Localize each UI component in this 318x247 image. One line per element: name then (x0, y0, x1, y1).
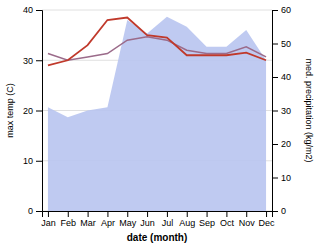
tick-mark (187, 211, 188, 217)
tick-mark (48, 211, 49, 217)
tick-mark (36, 161, 42, 162)
tick-mark (272, 144, 278, 145)
tick-mark (167, 211, 168, 217)
tick-mark (272, 211, 278, 212)
tick-mark (36, 10, 42, 11)
tick-label: Jan (41, 218, 56, 228)
tick-mark (246, 211, 247, 217)
tick-label: 0 (28, 206, 33, 216)
x-tick: Jul (162, 211, 174, 228)
y2-tick: 50 (272, 39, 291, 49)
tick-mark (272, 178, 278, 179)
tick-mark (207, 211, 208, 217)
x-tick: Nov (239, 211, 256, 228)
y-tick: 20 (23, 106, 42, 116)
x-tick: Oct (220, 211, 235, 228)
plot: Jan FebMar Apr MayJun Jul Aug Sep Oct NovDec 0 10 2… (23, 5, 291, 228)
tick-label: Sep (199, 218, 215, 228)
y2-tick: 40 (272, 72, 291, 82)
tick-label: Feb (61, 218, 77, 228)
x-axis: Jan FebMar Apr MayJun Jul Aug Sep Oct NovDec (41, 211, 275, 228)
area (48, 17, 266, 211)
tick-mark (272, 10, 278, 11)
y-tick: 10 (23, 156, 42, 166)
y-tick: 0 (28, 206, 42, 216)
marks (48, 17, 266, 211)
chart: Jan FebMar Apr MayJun Jul Aug Sep Oct NovDec 0 10 2… (0, 0, 318, 247)
y2-tick: 60 (272, 5, 291, 15)
y-axis: 0 10 20 30 40 (23, 5, 43, 216)
x-tick: Feb (61, 211, 77, 228)
axis-line (273, 11, 279, 212)
x-tick: Mar (80, 211, 96, 228)
tick-mark (36, 211, 42, 212)
grid (42, 10, 272, 211)
tick-label: 60 (281, 5, 291, 15)
x-tick: May (119, 211, 137, 228)
axis-line (36, 11, 43, 212)
y2-tick: 30 (272, 106, 291, 116)
tick-label: 20 (281, 139, 291, 149)
tick-label: Jun (140, 218, 155, 228)
x-tick: Dec (259, 211, 276, 228)
tick-mark (272, 111, 278, 112)
tick-label: 40 (23, 5, 33, 15)
x-tick: Jun (140, 211, 155, 228)
tick-label: Oct (220, 218, 235, 228)
tick-label: Apr (101, 218, 115, 228)
x-tick: Apr (101, 211, 115, 228)
tick-mark (107, 211, 108, 217)
tick-label: 30 (23, 56, 33, 66)
tick-label: 20 (23, 106, 33, 116)
y-tick: 40 (23, 5, 42, 15)
tick-label: Aug (179, 218, 195, 228)
line (48, 37, 266, 60)
tick-label: 0 (281, 206, 286, 216)
x-axis-title: date (month) (127, 232, 188, 243)
tick-mark (272, 77, 278, 78)
tick-mark (36, 60, 42, 61)
tick-mark (127, 211, 128, 217)
tick-mark (36, 111, 42, 112)
y-axis-title: max temp (C) (5, 83, 15, 138)
y2-axis-title: med. precipitation (kg/m2) (304, 58, 314, 162)
x-tick: Aug (179, 211, 195, 228)
tick-label: 40 (281, 72, 291, 82)
tick-mark (88, 211, 89, 217)
tick-label: 30 (281, 106, 291, 116)
y2-axis: 0 10 20 30 40 50 60 (272, 5, 291, 216)
x-tick: Jan (41, 211, 56, 228)
y2-tick: 0 (272, 206, 286, 216)
tick-label: 10 (281, 173, 291, 183)
tick-mark (272, 44, 278, 45)
tick-mark (68, 211, 69, 217)
tick-label: Jul (162, 218, 174, 228)
tick-label: Nov (239, 218, 256, 228)
y2-tick: 10 (272, 173, 291, 183)
x-tick: Sep (199, 211, 215, 228)
tick-mark (147, 211, 148, 217)
tick-label: Mar (80, 218, 96, 228)
tick-mark (266, 211, 267, 217)
tick-label: Dec (259, 218, 276, 228)
line (48, 18, 266, 66)
y-tick: 30 (23, 56, 42, 66)
tick-label: 10 (23, 156, 33, 166)
grid-line (42, 10, 272, 11)
axis-line (43, 212, 273, 218)
tick-label: 50 (281, 39, 291, 49)
y2-tick: 20 (272, 139, 291, 149)
tick-mark (226, 211, 227, 217)
tick-label: May (119, 218, 137, 228)
